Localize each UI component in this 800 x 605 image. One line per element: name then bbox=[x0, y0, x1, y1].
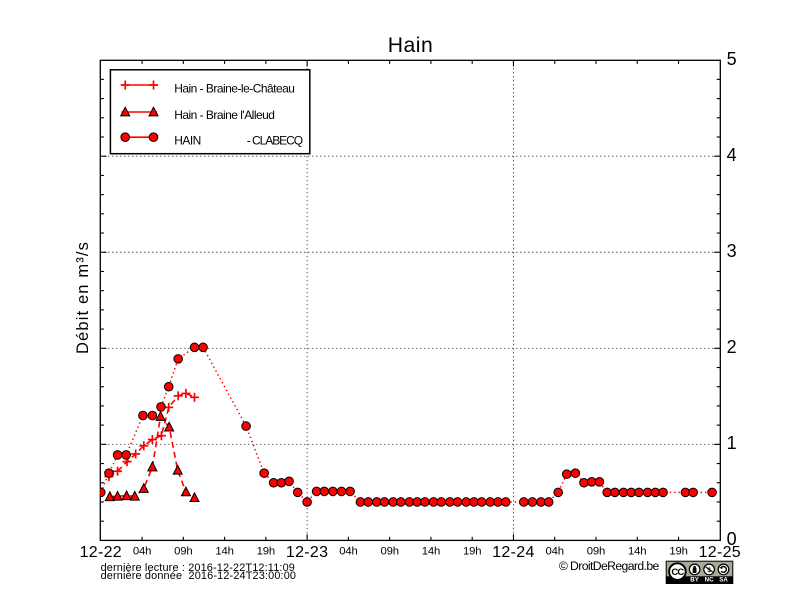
svg-text:19h: 19h bbox=[257, 546, 275, 558]
svg-text:12-23: 12-23 bbox=[286, 544, 328, 561]
svg-text:NC: NC bbox=[705, 577, 714, 584]
svg-text:dernière lecture : 2016-12-22T: dernière lecture : 2016-12-22T12:11:09 bbox=[101, 562, 295, 574]
svg-text:1: 1 bbox=[727, 433, 737, 453]
svg-text:4: 4 bbox=[727, 145, 737, 165]
svg-text:12-24: 12-24 bbox=[492, 544, 534, 561]
svg-text:12-22: 12-22 bbox=[80, 544, 122, 561]
svg-text:04h: 04h bbox=[339, 546, 357, 558]
svg-text:Hain - Braine-le-Château: Hain - Braine-le-Château bbox=[174, 81, 294, 95]
svg-text:19h: 19h bbox=[463, 546, 481, 558]
svg-text:HAIN: HAIN bbox=[174, 133, 201, 147]
svg-text:14h: 14h bbox=[422, 546, 440, 558]
svg-text:© DroitDeRegard.be: © DroitDeRegard.be bbox=[559, 559, 660, 573]
svg-text:12-25: 12-25 bbox=[699, 544, 741, 561]
svg-text:2: 2 bbox=[727, 337, 737, 357]
svg-text:14h: 14h bbox=[215, 546, 233, 558]
svg-text:dernière donnée 2016-12-24T23: dernière donnée 2016-12-24T23:00:00 bbox=[101, 570, 297, 582]
svg-text:09h: 09h bbox=[587, 546, 605, 558]
svg-text:BY: BY bbox=[690, 577, 699, 584]
svg-text:3: 3 bbox=[727, 241, 737, 261]
svg-text:04h: 04h bbox=[133, 546, 151, 558]
svg-text:- CLABECQ: - CLABECQ bbox=[247, 133, 303, 147]
svg-text:$: $ bbox=[707, 567, 711, 574]
svg-text:Débit en m³/s: Débit en m³/s bbox=[74, 241, 92, 354]
svg-text:SA: SA bbox=[719, 577, 728, 584]
svg-text:04h: 04h bbox=[546, 546, 564, 558]
svg-text:CC: CC bbox=[671, 567, 684, 578]
svg-text:0: 0 bbox=[727, 529, 737, 549]
svg-text:19h: 19h bbox=[669, 546, 687, 558]
svg-text:Hain - Braine l'Alleud: Hain - Braine l'Alleud bbox=[174, 108, 274, 122]
svg-text:5: 5 bbox=[727, 49, 737, 69]
svg-text:09h: 09h bbox=[174, 546, 192, 558]
svg-text:Hain: Hain bbox=[388, 34, 434, 57]
svg-text:14h: 14h bbox=[628, 546, 646, 558]
svg-text:09h: 09h bbox=[380, 546, 398, 558]
